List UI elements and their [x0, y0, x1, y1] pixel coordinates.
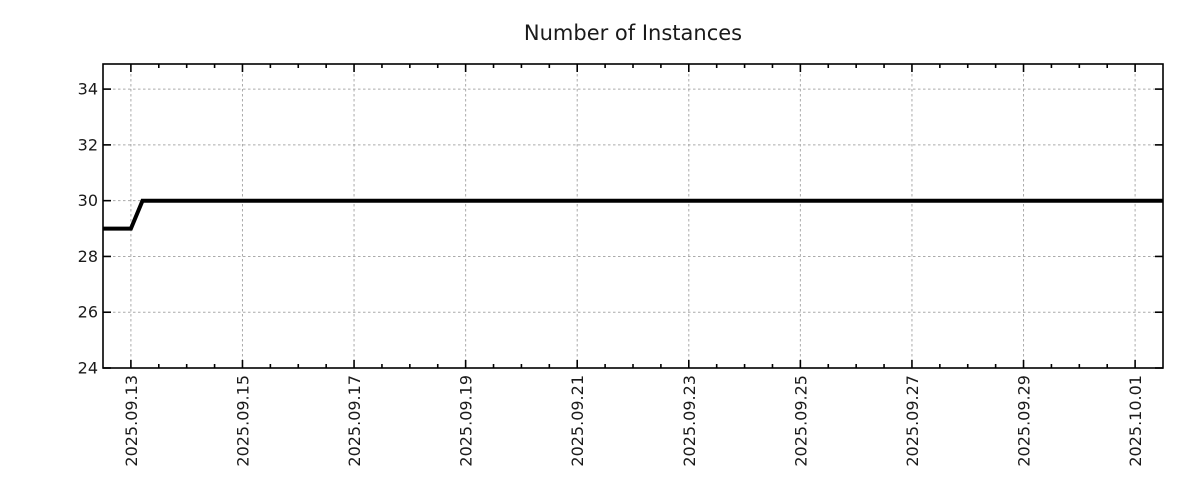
x-tick-label: 2025.09.15 — [233, 375, 252, 467]
x-tick-label: 2025.09.25 — [791, 375, 810, 467]
x-tick-label: 2025.09.17 — [345, 375, 364, 467]
y-tick-label: 28 — [78, 247, 98, 266]
series-line — [103, 198, 1163, 231]
x-tick-label: 2025.09.21 — [568, 375, 587, 467]
chart-title: Number of Instances — [524, 21, 742, 45]
plot-border — [102, 63, 1164, 369]
x-tick-label: 2025.09.27 — [903, 375, 922, 467]
x-tick-label: 2025.09.23 — [680, 375, 699, 467]
x-tick-label: 2025.09.29 — [1015, 375, 1034, 467]
y-tick-label: 26 — [78, 303, 98, 322]
y-tick-label: 30 — [78, 191, 98, 210]
x-tick-label: 2025.09.19 — [457, 375, 476, 467]
x-tick-label: 2025.10.01 — [1126, 375, 1145, 467]
x-tick-label: 2025.09.13 — [122, 375, 141, 467]
y-tick-label: 32 — [78, 135, 98, 154]
y-tick-label: 34 — [78, 80, 98, 99]
y-tick-label: 24 — [78, 359, 98, 378]
